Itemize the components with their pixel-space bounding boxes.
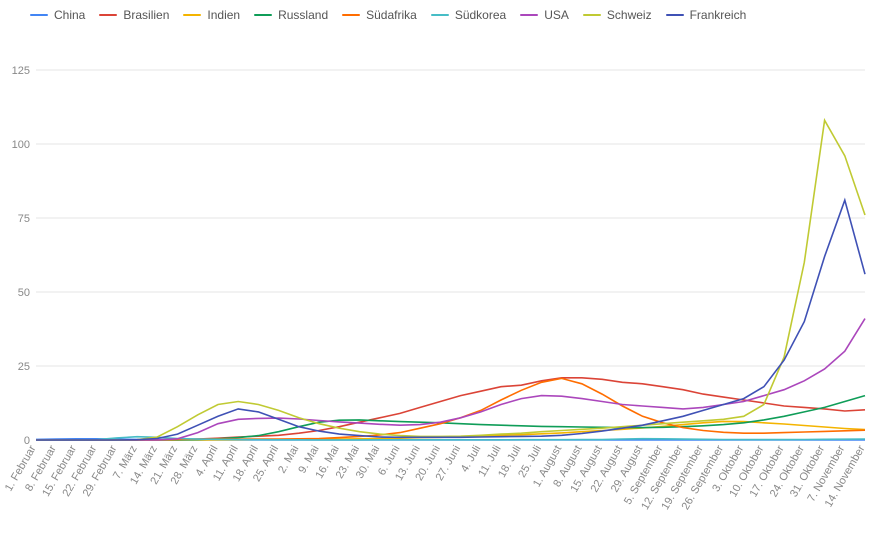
legend-label: Brasilien [123, 8, 169, 22]
y-axis-label: 75 [18, 213, 30, 225]
legend-dash-icon [30, 14, 48, 16]
y-axis-label: 25 [18, 361, 30, 373]
chart-plot-area: 02550751001251. Februar8. Februar15. Feb… [0, 30, 873, 540]
legend-label: Indien [207, 8, 240, 22]
legend-dash-icon [583, 14, 601, 16]
legend-item-südafrika: Südafrika [342, 8, 417, 22]
legend-dash-icon [183, 14, 201, 16]
legend-label: China [54, 8, 85, 22]
series-line-brasilien [36, 378, 865, 440]
legend-dash-icon [666, 14, 684, 16]
legend-item-brasilien: Brasilien [99, 8, 169, 22]
legend-label: Südkorea [455, 8, 506, 22]
legend-label: Schweiz [607, 8, 652, 22]
legend-label: Frankreich [690, 8, 747, 22]
chart-legend: China Brasilien Indien Russland Südafrika Süd… [30, 8, 863, 22]
y-axis-label: 100 [12, 139, 30, 151]
legend-dash-icon [99, 14, 117, 16]
legend-dash-icon [520, 14, 538, 16]
legend-dash-icon [254, 14, 272, 16]
legend-label: USA [544, 8, 569, 22]
legend-item-china: China [30, 8, 85, 22]
series-line-südafrika [36, 378, 865, 440]
legend-item-usa: USA [520, 8, 569, 22]
legend-item-russland: Russland [254, 8, 328, 22]
y-axis-label: 125 [12, 65, 30, 77]
legend-label: Russland [278, 8, 328, 22]
series-line-schweiz [36, 120, 865, 440]
legend-dash-icon [342, 14, 360, 16]
legend-dash-icon [431, 14, 449, 16]
legend-item-schweiz: Schweiz [583, 8, 652, 22]
line-chart: China Brasilien Indien Russland Südafrika Süd… [0, 0, 873, 540]
legend-item-indien: Indien [183, 8, 240, 22]
legend-item-frankreich: Frankreich [666, 8, 747, 22]
y-axis-label: 50 [18, 287, 30, 299]
legend-item-südkorea: Südkorea [431, 8, 506, 22]
legend-label: Südafrika [366, 8, 417, 22]
series-line-frankreich [36, 200, 865, 440]
